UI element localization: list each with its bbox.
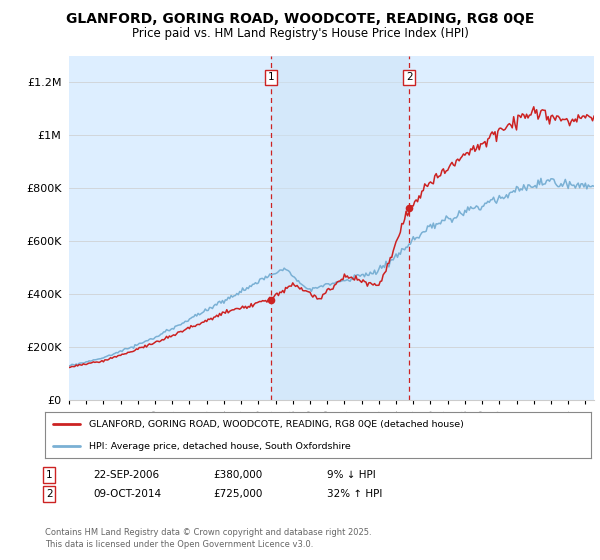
Text: 2: 2 <box>46 489 53 499</box>
Text: Price paid vs. HM Land Registry's House Price Index (HPI): Price paid vs. HM Land Registry's House … <box>131 27 469 40</box>
Text: GLANFORD, GORING ROAD, WOODCOTE, READING, RG8 0QE (detached house): GLANFORD, GORING ROAD, WOODCOTE, READING… <box>89 420 464 429</box>
Text: GLANFORD, GORING ROAD, WOODCOTE, READING, RG8 0QE: GLANFORD, GORING ROAD, WOODCOTE, READING… <box>66 12 534 26</box>
Text: £380,000: £380,000 <box>213 470 262 480</box>
Text: 1: 1 <box>268 72 274 82</box>
Text: 32% ↑ HPI: 32% ↑ HPI <box>327 489 382 499</box>
Bar <box>271 56 409 400</box>
Text: 2: 2 <box>406 72 413 82</box>
Text: 22-SEP-2006: 22-SEP-2006 <box>93 470 159 480</box>
Text: 1: 1 <box>46 470 53 480</box>
Text: 09-OCT-2014: 09-OCT-2014 <box>93 489 161 499</box>
Text: Contains HM Land Registry data © Crown copyright and database right 2025.
This d: Contains HM Land Registry data © Crown c… <box>45 528 371 549</box>
Text: 9% ↓ HPI: 9% ↓ HPI <box>327 470 376 480</box>
Text: HPI: Average price, detached house, South Oxfordshire: HPI: Average price, detached house, Sout… <box>89 441 350 451</box>
Text: £725,000: £725,000 <box>213 489 262 499</box>
